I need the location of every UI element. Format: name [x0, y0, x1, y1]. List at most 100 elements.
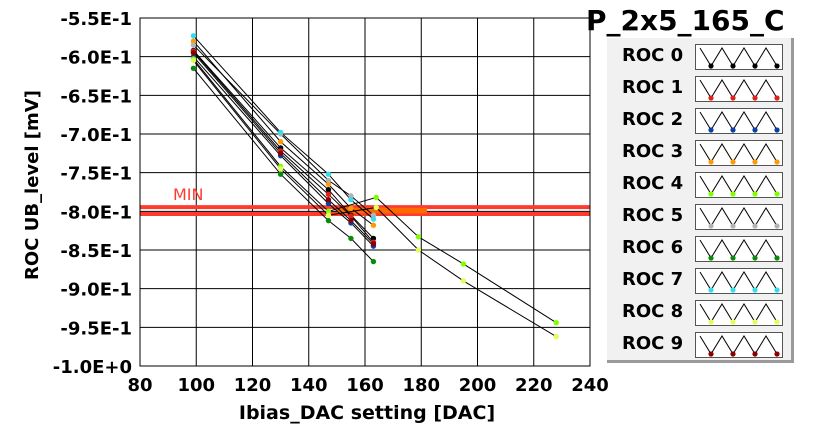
- data-point: [190, 65, 197, 71]
- data-point: [460, 261, 467, 267]
- legend-line: [699, 47, 778, 67]
- data-point: [325, 212, 332, 218]
- legend-swatch: [695, 172, 783, 198]
- legend-line: [699, 143, 778, 163]
- legend-marker: [752, 255, 758, 261]
- data-point: [325, 181, 332, 187]
- legend-marker: [752, 191, 758, 197]
- series-line-7: [193, 35, 374, 220]
- legend-line: [699, 271, 778, 291]
- legend-marker: [774, 255, 780, 261]
- legend-label: ROC 4: [622, 173, 684, 194]
- data-point: [277, 166, 284, 172]
- legend-marker: [708, 191, 714, 197]
- legend-label: ROC 9: [622, 333, 684, 354]
- series-group: [190, 33, 559, 340]
- legend-marker: [752, 351, 758, 357]
- legend-label: ROC 1: [622, 77, 684, 98]
- legend-marker: [774, 127, 780, 133]
- legend-line: [699, 207, 778, 227]
- data-point: [370, 241, 377, 247]
- legend-marker: [730, 191, 736, 197]
- legend-marker: [730, 255, 736, 261]
- legend-marker: [774, 319, 780, 325]
- data-point: [325, 171, 332, 177]
- legend-line: [699, 303, 778, 323]
- series-line-6: [193, 67, 374, 262]
- legend-marker: [752, 287, 758, 293]
- series-line-5: [193, 44, 374, 216]
- legend-marker: [730, 95, 736, 101]
- legend-marker: [730, 319, 736, 325]
- data-point: [277, 150, 284, 157]
- y-tick-label: -5.5E-1: [60, 9, 132, 30]
- x-tick-label: 200: [459, 375, 497, 396]
- x-tick-label: 160: [346, 375, 384, 396]
- legend-marker: [708, 319, 714, 325]
- y-tick-label: -7.5E-1: [60, 164, 132, 185]
- data-point: [190, 42, 197, 48]
- legend-line: [699, 79, 778, 99]
- data-point: [325, 208, 332, 215]
- legend-marker: [774, 191, 780, 197]
- data-point: [348, 235, 354, 242]
- x-tick-label: 80: [127, 375, 152, 396]
- legend-marker: [774, 287, 780, 293]
- series-line-2: [193, 56, 374, 247]
- data-point: [190, 50, 197, 56]
- data-point: [325, 186, 332, 193]
- data-point: [277, 171, 284, 177]
- legend-marker: [708, 351, 714, 357]
- legend-label: ROC 6: [622, 237, 684, 258]
- data-point: [325, 200, 332, 207]
- legend-line: [699, 335, 778, 355]
- data-point: [348, 213, 354, 219]
- grid: [139, 17, 591, 367]
- legend-item: ROC 1: [607, 74, 791, 106]
- data-point: [415, 247, 422, 253]
- legend-marker: [730, 351, 736, 357]
- data-point: [370, 216, 377, 222]
- y-tick-label: -1.0E+0: [53, 357, 132, 378]
- legend-marker: [730, 159, 736, 165]
- legend-item: ROC 2: [607, 106, 791, 138]
- y-tick-label: -8.5E-1: [60, 241, 132, 262]
- data-point: [190, 57, 197, 64]
- data-point: [370, 222, 377, 228]
- data-point: [277, 129, 284, 136]
- data-point: [325, 217, 332, 224]
- legend-swatch: [695, 268, 783, 294]
- data-point: [370, 212, 377, 218]
- data-point: [373, 204, 379, 211]
- legend-line: [699, 239, 778, 259]
- data-point: [348, 205, 354, 211]
- legend-item: ROC 9: [607, 330, 791, 362]
- x-axis-label: Ibias_DAC setting [DAC]: [239, 402, 495, 424]
- x-tick-label: 120: [234, 375, 272, 396]
- legend-marker: [708, 255, 714, 261]
- legend-marker: [752, 159, 758, 165]
- x-tick-label: 180: [402, 375, 440, 396]
- data-point: [325, 191, 332, 198]
- legend-marker: [708, 223, 714, 229]
- data-point: [325, 177, 332, 184]
- data-point: [190, 33, 197, 39]
- legend-marker: [708, 63, 714, 69]
- series-line-3: [193, 40, 374, 226]
- y-tick-label: -9.0E-1: [60, 280, 132, 301]
- plot-frame: [139, 17, 591, 367]
- legend-swatch: [695, 300, 783, 326]
- legend-label: ROC 0: [622, 45, 684, 66]
- axes: 80 100 120 140 160 180 200 220 240 -5.5E-1 -6.0E-1…: [53, 9, 609, 396]
- legend-swatch: [695, 76, 783, 102]
- y-tick-label: -9.5E-1: [60, 318, 132, 339]
- legend-marker: [774, 223, 780, 229]
- legend-marker: [774, 159, 780, 165]
- legend-label: ROC 8: [622, 301, 684, 322]
- legend-marker: [708, 287, 714, 293]
- x-tick-label: 140: [290, 375, 328, 396]
- data-point: [325, 197, 332, 203]
- legend-item: ROC 8: [607, 298, 791, 330]
- legend-line: [699, 175, 778, 195]
- legend-label: ROC 3: [622, 141, 684, 162]
